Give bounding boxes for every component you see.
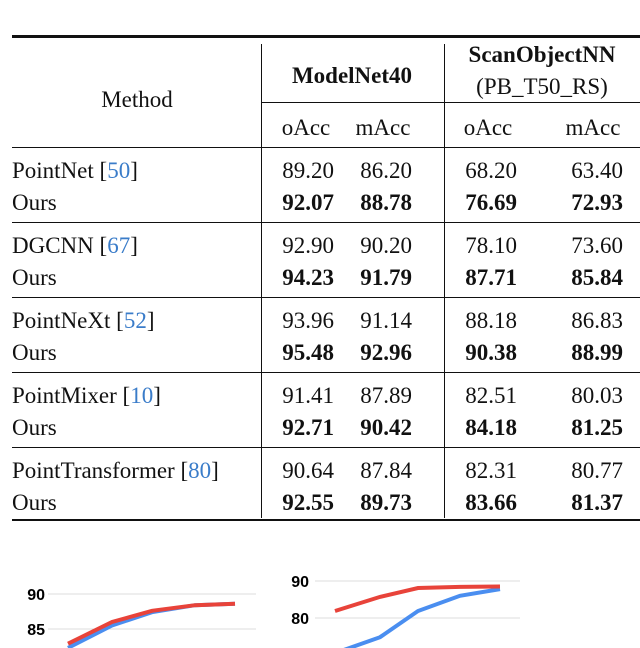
ours-value: 89.73 bbox=[360, 490, 412, 515]
ours-value: 92.07 bbox=[282, 190, 334, 215]
baseline-value: 86.20 bbox=[360, 158, 412, 183]
header-scanobjectnn: ScanObjectNN bbox=[468, 42, 616, 67]
header-scanobjectnn-sub: (PB_T50_RS) bbox=[476, 74, 608, 99]
y-tick-label: 80 bbox=[291, 611, 309, 628]
baseline-value: 87.84 bbox=[360, 458, 412, 483]
ours-value: 72.93 bbox=[571, 190, 623, 215]
citation-link[interactable]: 52 bbox=[123, 308, 147, 333]
method-name: PointNet [50] bbox=[12, 158, 138, 183]
method-label: PointTransformer bbox=[12, 458, 175, 483]
ours-label: Ours bbox=[12, 265, 57, 290]
ours-value: 91.79 bbox=[360, 265, 412, 290]
baseline-value: 82.51 bbox=[465, 383, 517, 408]
ours-label: Ours bbox=[12, 490, 57, 515]
ours-value: 87.71 bbox=[465, 265, 517, 290]
ours-value: 92.71 bbox=[282, 415, 334, 440]
baseline-value: 87.89 bbox=[360, 383, 412, 408]
header-modelnet40: ModelNet40 bbox=[291, 63, 413, 88]
ours-value: 94.23 bbox=[282, 265, 334, 290]
y-tick-label: 90 bbox=[27, 587, 45, 604]
row-rule bbox=[12, 147, 640, 148]
baseline-value: 63.40 bbox=[571, 158, 623, 183]
method-name: PointNeXt [52] bbox=[12, 308, 155, 333]
baseline-value: 86.83 bbox=[571, 308, 623, 333]
baseline-value: 73.60 bbox=[571, 233, 623, 258]
baseline-value: 88.18 bbox=[465, 308, 517, 333]
series-line bbox=[334, 584, 501, 613]
col-oacc-1: oAcc bbox=[281, 115, 331, 140]
baseline-value: 90.64 bbox=[282, 458, 334, 483]
citation-link[interactable]: 10 bbox=[130, 383, 154, 408]
ours-value: 88.99 bbox=[571, 340, 623, 365]
baseline-value: 92.90 bbox=[282, 233, 334, 258]
ours-value: 92.96 bbox=[360, 340, 412, 365]
ours-value: 84.18 bbox=[465, 415, 517, 440]
divider-v1 bbox=[261, 44, 262, 518]
baseline-value: 82.31 bbox=[465, 458, 517, 483]
ours-value: 90.42 bbox=[360, 415, 412, 440]
ours-value: 88.78 bbox=[360, 190, 412, 215]
y-tick-label: 90 bbox=[291, 574, 309, 591]
row-rule bbox=[12, 447, 640, 448]
ours-value: 81.25 bbox=[571, 415, 623, 440]
ours-value: 81.37 bbox=[571, 490, 623, 515]
row-rule bbox=[12, 297, 640, 298]
baseline-value: 68.20 bbox=[465, 158, 517, 183]
header-midrule bbox=[261, 102, 640, 103]
method-label: PointMixer bbox=[12, 383, 117, 408]
method-label: DGCNN bbox=[12, 233, 94, 258]
col-macc-2: mAcc bbox=[565, 115, 621, 140]
method-name: PointMixer [10] bbox=[12, 383, 161, 408]
row-rule bbox=[12, 222, 640, 223]
row-rule bbox=[12, 372, 640, 373]
method-name: PointTransformer [80] bbox=[12, 458, 219, 483]
citation-link[interactable]: 67 bbox=[107, 233, 131, 258]
y-tick-label: 85 bbox=[27, 622, 45, 639]
bottom-rule bbox=[12, 519, 640, 521]
citation-link[interactable]: 80 bbox=[188, 458, 212, 483]
baseline-value: 91.41 bbox=[282, 383, 334, 408]
baseline-value: 89.20 bbox=[282, 158, 334, 183]
baseline-value: 93.96 bbox=[282, 308, 334, 333]
baseline-value: 78.10 bbox=[465, 233, 517, 258]
citation-link[interactable]: 50 bbox=[107, 158, 131, 183]
ours-value: 83.66 bbox=[465, 490, 517, 515]
ours-value: 85.84 bbox=[571, 265, 623, 290]
header-method: Method bbox=[101, 87, 173, 112]
ours-value: 90.38 bbox=[465, 340, 517, 365]
method-label: PointNeXt bbox=[12, 308, 111, 333]
series-line bbox=[67, 601, 236, 646]
ours-value: 76.69 bbox=[465, 190, 517, 215]
series-line bbox=[343, 587, 501, 648]
baseline-value: 91.14 bbox=[360, 308, 412, 333]
ours-label: Ours bbox=[12, 340, 57, 365]
divider-v2 bbox=[444, 44, 445, 518]
col-oacc-2: oAcc bbox=[463, 115, 513, 140]
col-macc-1: mAcc bbox=[355, 115, 411, 140]
baseline-value: 80.03 bbox=[571, 383, 623, 408]
ours-value: 95.48 bbox=[282, 340, 334, 365]
ours-value: 92.55 bbox=[282, 490, 334, 515]
ours-label: Ours bbox=[12, 415, 57, 440]
baseline-value: 80.77 bbox=[571, 458, 623, 483]
method-name: DGCNN [67] bbox=[12, 233, 138, 258]
top-rule bbox=[12, 35, 640, 38]
baseline-value: 90.20 bbox=[360, 233, 412, 258]
ours-label: Ours bbox=[12, 190, 57, 215]
method-label: PointNet bbox=[12, 158, 94, 183]
